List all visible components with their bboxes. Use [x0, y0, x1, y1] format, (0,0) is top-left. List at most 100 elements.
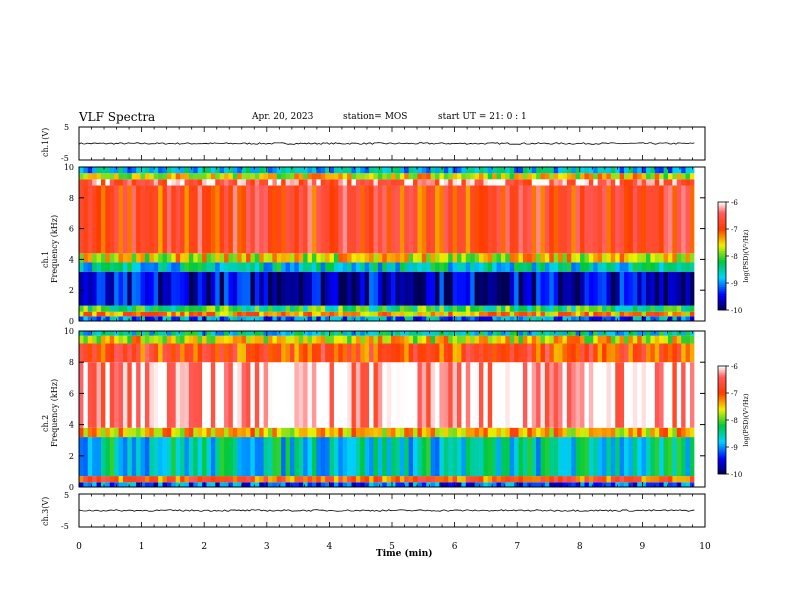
- spectrogram-cell: [641, 331, 647, 336]
- spectrogram-cell: [285, 362, 291, 428]
- spectrogram-cell: [386, 262, 392, 272]
- spectrogram-cell: [470, 271, 475, 306]
- spectrogram-cell: [610, 427, 616, 438]
- spectrogram-cell: [193, 271, 199, 306]
- spectrogram-cell: [193, 316, 199, 321]
- spectrogram-cell: [237, 316, 243, 321]
- spectrogram-cell: [219, 262, 225, 272]
- colorbar-step: [718, 220, 726, 223]
- spectrogram-cell: [562, 437, 568, 477]
- spectrogram-cell: [566, 331, 572, 336]
- spectrogram-cell: [149, 311, 155, 317]
- spectrogram-cell: [676, 316, 682, 321]
- spectrogram-cell: [311, 253, 317, 263]
- spectrogram-cell: [606, 335, 612, 344]
- spectrogram-cell: [333, 437, 339, 477]
- spectrogram-cell: [206, 476, 212, 483]
- spectrogram-cell: [342, 427, 348, 438]
- spectrogram-cell: [188, 179, 194, 186]
- spectrogram-cell: [241, 305, 247, 312]
- spectrogram-cell: [184, 316, 190, 321]
- spectrogram-cell: [659, 362, 664, 428]
- ytick-label: 2: [69, 286, 74, 295]
- spectrogram-cell: [298, 173, 304, 180]
- spectrogram-cell: [465, 482, 471, 487]
- spectrogram-cell: [382, 335, 388, 344]
- spectrogram-cell: [496, 262, 502, 272]
- spectrogram-cell: [224, 331, 229, 336]
- spectrogram-cell: [637, 305, 643, 312]
- spectrogram-cell: [206, 253, 212, 263]
- spectrogram-cell: [602, 179, 607, 186]
- spectrogram-cell: [136, 316, 141, 321]
- spectrogram-cell: [540, 167, 546, 174]
- spectrogram-cell: [215, 179, 221, 186]
- spectrogram-cell: [654, 362, 660, 428]
- spectrogram-cell: [395, 253, 401, 263]
- spectrogram-cell: [421, 185, 427, 254]
- spectrogram-cell: [118, 173, 124, 180]
- spectrogram-cell: [149, 362, 155, 428]
- spectrogram-cell: [474, 427, 480, 438]
- spectrogram-cell: [588, 305, 594, 312]
- spectrogram-cell: [602, 253, 607, 263]
- spectrogram-cell: [259, 476, 265, 483]
- spectrogram-cell: [246, 335, 251, 344]
- spectrogram-cell: [430, 167, 436, 174]
- spectrogram-cell: [158, 173, 163, 180]
- colorbar-step: [718, 394, 726, 397]
- spectrogram-cell: [667, 305, 673, 312]
- spectrogram-cell: [268, 343, 273, 363]
- spectrogram-cell: [650, 482, 656, 487]
- spectrogram-cell: [197, 476, 203, 483]
- spectrogram-cell: [259, 427, 265, 438]
- colorbar-step: [718, 259, 726, 262]
- spectrogram-cell: [650, 262, 656, 272]
- spectrogram-cell: [457, 362, 462, 428]
- spectrogram-cell: [105, 362, 111, 428]
- spectrogram-cell: [426, 335, 432, 344]
- spectrogram-cell: [377, 343, 383, 363]
- spectrogram-cell: [672, 271, 678, 306]
- spectrogram-cell: [628, 427, 634, 438]
- spectrogram-cell: [171, 167, 177, 174]
- spectrogram-cell: [496, 173, 502, 180]
- spectrogram-cell: [254, 335, 260, 344]
- colorbar-step: [718, 466, 726, 469]
- colorbar-step: [718, 257, 726, 260]
- spectrogram-cell: [465, 362, 471, 428]
- spectrogram-cell: [364, 179, 370, 186]
- spectrogram-cell: [329, 437, 335, 477]
- spectrogram-cell: [294, 476, 300, 483]
- spectrogram-cell: [114, 427, 119, 438]
- spectrogram-cell: [430, 343, 436, 363]
- spectrogram-cell: [263, 271, 269, 306]
- spectrogram-cell: [316, 335, 322, 344]
- spectrogram-cell: [571, 437, 577, 477]
- spectrogram-cell: [549, 331, 555, 336]
- spectrogram-cell: [659, 316, 664, 321]
- spectrogram-cell: [333, 179, 339, 186]
- spectrogram-cell: [650, 185, 656, 254]
- spectrogram-cell: [659, 253, 664, 263]
- spectrogram-cell: [606, 253, 612, 263]
- spectrogram-cell: [175, 476, 181, 483]
- spectrogram-cell: [597, 167, 603, 174]
- xtick-label: 4: [327, 542, 333, 552]
- spectrogram-cell: [246, 167, 251, 174]
- colorbar-tick-label: -7: [731, 390, 738, 398]
- spectrogram-cell: [224, 437, 229, 477]
- colorbar-step: [718, 438, 726, 441]
- spectrogram-cell: [92, 311, 97, 317]
- spectrogram-cell: [131, 482, 137, 487]
- spectrogram-cell: [272, 271, 278, 306]
- spectrogram-cell: [646, 173, 651, 180]
- spectrogram-cell: [87, 343, 93, 363]
- spectrogram-cell: [566, 482, 572, 487]
- spectrogram-cell: [628, 476, 634, 483]
- spectrogram-cell: [544, 331, 550, 336]
- spectrogram-cell: [237, 167, 243, 174]
- xtick-label: 6: [452, 542, 458, 552]
- colorbar-step: [718, 398, 726, 401]
- spectrogram-cell: [593, 173, 599, 180]
